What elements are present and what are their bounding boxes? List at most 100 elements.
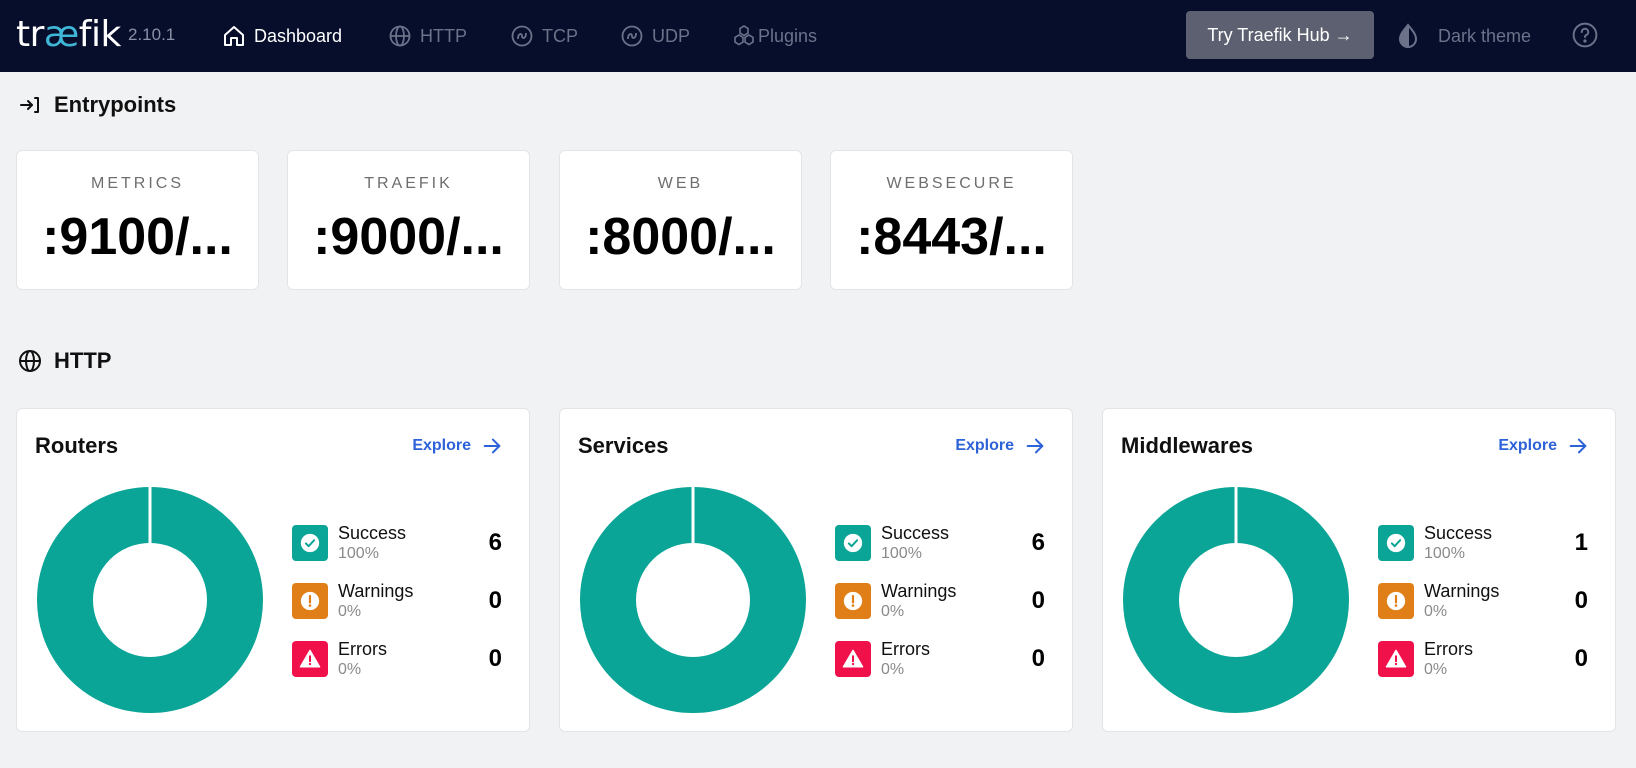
success-label: Success — [1424, 523, 1493, 543]
middlewares-card: Middlewares Explore Success 100% 1 Warnings 0%… — [1102, 408, 1616, 732]
entrypoint-address: :8000/... — [585, 208, 776, 266]
entrypoint-arrow-icon — [20, 97, 39, 113]
error-triangle-icon — [842, 649, 864, 668]
legend-errors: Errors 0% 0 — [835, 639, 1045, 679]
success-badge — [835, 525, 871, 561]
services-card: Services Explore Success 100% 6 Warnings 0% 0 Er… — [559, 408, 1073, 732]
error-triangle-icon — [299, 649, 321, 668]
legend-errors: Errors 0% 0 — [1378, 639, 1588, 679]
nav-dashboard[interactable]: Dashboard — [222, 20, 342, 52]
entrypoint-card-metrics[interactable]: METRICS :9100/... — [16, 150, 259, 290]
arrow-right-icon — [1026, 438, 1044, 454]
nav-plugins[interactable]: Plugins — [732, 20, 817, 52]
warnings-label: Warnings — [1424, 581, 1500, 601]
success-percent: 100% — [338, 545, 379, 562]
errors-count: 0 — [1574, 645, 1588, 672]
entrypoint-address: :8443/... — [856, 208, 1047, 266]
entrypoint-name: WEBSECURE — [886, 175, 1017, 192]
plugins-icon — [734, 25, 754, 46]
routers-card: Routers Explore Success 100% 6 Warnings 0% 0 Err… — [16, 408, 530, 732]
check-circle-icon — [843, 533, 863, 553]
errors-percent: 0% — [1424, 661, 1448, 678]
legend-warnings: Warnings 0% 0 — [1378, 581, 1588, 621]
warnings-count: 0 — [488, 587, 502, 614]
theme-drop-icon — [1398, 23, 1418, 48]
nav-tcp[interactable]: TCP — [510, 20, 578, 52]
errors-label: Errors — [881, 639, 930, 659]
success-count: 6 — [488, 529, 502, 556]
errors-label: Errors — [1424, 639, 1473, 659]
home-icon — [224, 26, 244, 46]
warnings-label: Warnings — [881, 581, 957, 601]
entrypoint-card-web[interactable]: WEB :8000/... — [559, 150, 802, 290]
globe-icon — [389, 25, 411, 47]
success-percent: 100% — [881, 545, 922, 562]
version-label: 2.10.1 — [128, 25, 176, 44]
warnings-badge — [835, 583, 871, 619]
errors-count: 0 — [1031, 645, 1045, 672]
entrypoint-card-websecure[interactable]: WEBSECURE :8443/... — [830, 150, 1073, 290]
status-donut-chart — [1123, 487, 1349, 713]
success-badge — [1378, 525, 1414, 561]
success-count: 1 — [1574, 529, 1588, 556]
errors-badge — [835, 641, 871, 677]
warnings-count: 0 — [1574, 587, 1588, 614]
nav-http[interactable]: HTTP — [388, 20, 467, 52]
check-circle-icon — [1386, 533, 1406, 553]
warnings-percent: 0% — [881, 603, 905, 620]
udp-icon — [621, 25, 643, 47]
warning-circle-icon — [300, 591, 320, 611]
explore-link[interactable]: Explore — [1498, 435, 1589, 457]
success-badge — [292, 525, 328, 561]
warnings-badge — [292, 583, 328, 619]
legend-success: Success 100% 6 — [835, 523, 1045, 563]
entrypoint-name: TRAEFIK — [364, 175, 453, 192]
warning-circle-icon — [843, 591, 863, 611]
dark-theme-toggle[interactable]: Dark theme — [1396, 20, 1531, 52]
warnings-percent: 0% — [338, 603, 362, 620]
warning-circle-icon — [1386, 591, 1406, 611]
entrypoint-name: METRICS — [91, 175, 184, 192]
legend-success: Success 100% 6 — [292, 523, 502, 563]
legend-warnings: Warnings 0% 0 — [292, 581, 502, 621]
entrypoint-address: :9100/... — [42, 208, 233, 266]
success-percent: 100% — [1424, 545, 1465, 562]
legend-errors: Errors 0% 0 — [292, 639, 502, 679]
legend-warnings: Warnings 0% 0 — [835, 581, 1045, 621]
success-label: Success — [881, 523, 950, 543]
status-donut-chart — [37, 487, 263, 713]
traefik-logo[interactable]: træfik — [16, 14, 121, 55]
errors-percent: 0% — [881, 661, 905, 678]
errors-label: Errors — [338, 639, 387, 659]
http-heading: HTTP — [18, 348, 111, 374]
entrypoints-heading: Entrypoints — [18, 92, 176, 118]
arrow-right-icon — [483, 438, 501, 454]
explore-link[interactable]: Explore — [955, 435, 1046, 457]
warnings-badge — [1378, 583, 1414, 619]
tcp-icon — [511, 25, 533, 47]
error-triangle-icon — [1385, 649, 1407, 668]
nav-udp[interactable]: UDP — [620, 20, 690, 52]
warnings-label: Warnings — [338, 581, 414, 601]
try-traefik-hub-button[interactable]: Try Traefik Hub → — [1186, 11, 1374, 59]
success-count: 6 — [1031, 529, 1045, 556]
explore-link[interactable]: Explore — [412, 435, 503, 457]
entrypoint-address: :9000/... — [313, 208, 504, 266]
check-circle-icon — [300, 533, 320, 553]
errors-percent: 0% — [338, 661, 362, 678]
entrypoint-name: WEB — [657, 175, 704, 192]
warnings-percent: 0% — [1424, 603, 1448, 620]
entrypoint-card-traefik[interactable]: TRAEFIK :9000/... — [287, 150, 530, 290]
help-icon[interactable] — [1572, 22, 1598, 48]
errors-badge — [1378, 641, 1414, 677]
arrow-right-icon — [1569, 438, 1587, 454]
errors-badge — [292, 641, 328, 677]
legend-success: Success 100% 1 — [1378, 523, 1588, 563]
card-title: Services — [578, 433, 669, 458]
success-label: Success — [338, 523, 407, 543]
warnings-count: 0 — [1031, 587, 1045, 614]
status-donut-chart — [580, 487, 806, 713]
globe-icon — [19, 350, 41, 372]
top-navbar: træfik 2.10.1 Dashboard HTTP TCP UDP Plu… — [0, 0, 1636, 72]
errors-count: 0 — [488, 645, 502, 672]
